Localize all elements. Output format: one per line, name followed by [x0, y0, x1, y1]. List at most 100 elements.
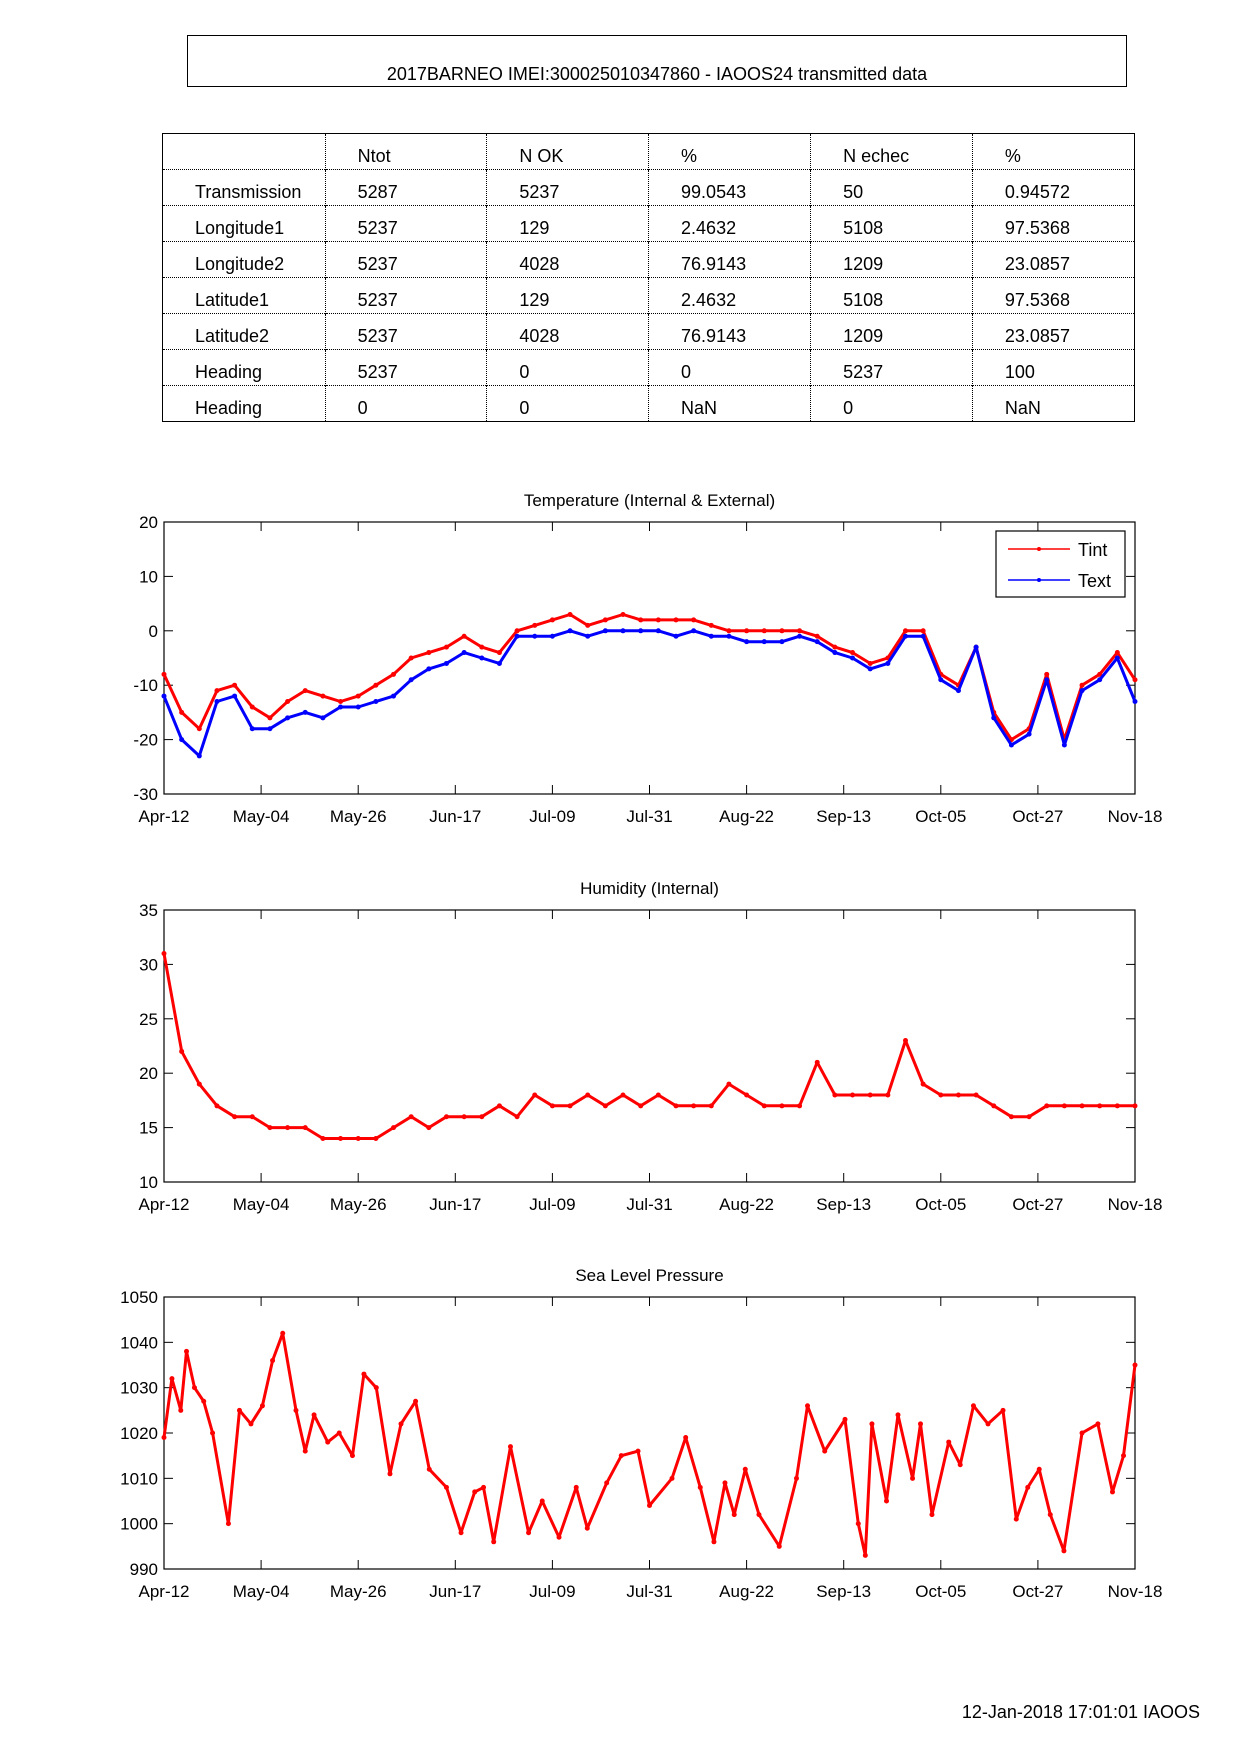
table-cell: 76.9143 — [648, 241, 811, 278]
data-point — [1095, 1421, 1101, 1427]
x-tick-label: Sep-13 — [816, 1195, 871, 1214]
data-point — [270, 1357, 276, 1363]
table-cell: 2.4632 — [648, 205, 811, 242]
page-title: 2017BARNEO IMEI:300025010347860 - IAOOS2… — [386, 64, 928, 84]
table-cell: Heading — [162, 385, 326, 422]
data-point — [355, 704, 361, 710]
data-point — [567, 1103, 573, 1109]
data-point — [1114, 655, 1120, 661]
data-point — [426, 666, 432, 672]
data-point — [196, 1081, 202, 1087]
table-cell: 97.5368 — [971, 277, 1135, 314]
data-point — [549, 617, 555, 623]
data-point — [850, 655, 856, 661]
data-point — [302, 709, 308, 715]
table-row: Latitude1 5237 129 2.4632 5108 97.5368 — [162, 277, 1135, 314]
data-point — [761, 1103, 767, 1109]
data-point — [832, 650, 838, 656]
x-tick-label: May-26 — [330, 1582, 387, 1601]
data-point — [320, 1135, 326, 1141]
table-cell: 99.0543 — [648, 169, 811, 206]
legend-marker — [1037, 547, 1041, 551]
data-point — [161, 671, 167, 677]
x-tick-label: Apr-12 — [138, 1195, 189, 1214]
table-cell: 50 — [810, 169, 973, 206]
data-point — [955, 1092, 961, 1098]
table-cell: 97.5368 — [971, 205, 1135, 242]
x-tick-label: Aug-22 — [719, 1582, 774, 1601]
data-point — [1132, 1362, 1138, 1368]
table-cell: 76.9143 — [648, 313, 811, 350]
table-cell: Transmission — [162, 169, 326, 206]
y-tick-label: 10 — [139, 1173, 158, 1192]
data-point — [507, 1444, 513, 1450]
table-cell: 5237 — [486, 169, 649, 206]
data-point — [479, 644, 485, 650]
data-point — [1079, 682, 1085, 688]
y-tick-label: 35 — [139, 901, 158, 920]
x-tick-label: May-26 — [330, 1195, 387, 1214]
data-point — [910, 1475, 916, 1481]
data-point — [249, 726, 255, 732]
table-cell: 5237 — [324, 205, 487, 242]
data-point — [179, 709, 185, 715]
data-point — [779, 639, 785, 645]
table-cell: 2.4632 — [648, 277, 811, 314]
data-point — [655, 617, 661, 623]
data-point — [320, 715, 326, 721]
table-cell: 5108 — [810, 205, 973, 242]
data-point — [236, 1407, 242, 1413]
y-tick-label: 1030 — [120, 1379, 158, 1398]
data-point — [691, 628, 697, 634]
x-tick-label: Oct-05 — [915, 807, 966, 826]
y-tick-label: -10 — [133, 676, 158, 695]
data-point — [744, 1092, 750, 1098]
data-point — [320, 693, 326, 699]
data-point — [461, 1114, 467, 1120]
data-point — [585, 622, 591, 628]
table-cell: 5237 — [324, 349, 487, 386]
data-point — [655, 628, 661, 634]
data-point — [573, 1484, 579, 1490]
data-point — [184, 1348, 190, 1354]
data-point — [225, 1521, 231, 1527]
data-point — [970, 1403, 976, 1409]
data-point — [248, 1421, 254, 1427]
data-point — [361, 1371, 367, 1377]
data-point — [1013, 1516, 1019, 1522]
data-point — [673, 633, 679, 639]
data-point — [814, 633, 820, 639]
table-cell: 0 — [486, 349, 649, 386]
table-cell: 1209 — [810, 313, 973, 350]
data-point — [161, 693, 167, 699]
data-point — [1114, 650, 1120, 656]
data-point — [850, 1092, 856, 1098]
data-point — [776, 1543, 782, 1549]
data-point — [408, 655, 414, 661]
plot-frame — [163, 521, 1136, 795]
y-tick-label: -20 — [133, 731, 158, 750]
chart-title: Humidity (Internal) — [580, 879, 719, 898]
data-point — [249, 1114, 255, 1120]
data-point — [496, 660, 502, 666]
data-point — [1025, 1484, 1031, 1490]
data-point — [697, 1484, 703, 1490]
data-point — [1121, 1453, 1127, 1459]
y-tick-label: -30 — [133, 785, 158, 804]
data-point — [673, 1103, 679, 1109]
table-cell: 0 — [486, 385, 649, 422]
table-row: Transmission 5287 5237 99.0543 50 0.94572 — [162, 169, 1135, 206]
data-point — [973, 644, 979, 650]
data-point — [647, 1503, 652, 1509]
data-point — [373, 1385, 379, 1391]
x-tick-label: May-26 — [330, 807, 387, 826]
y-tick-label: 25 — [139, 1010, 158, 1029]
legend-label: Text — [1078, 571, 1111, 591]
data-point — [1132, 1103, 1138, 1109]
data-point — [191, 1385, 197, 1391]
data-point — [201, 1398, 207, 1404]
data-point — [285, 699, 291, 705]
legend-marker — [1037, 578, 1041, 582]
data-point — [373, 1135, 379, 1141]
